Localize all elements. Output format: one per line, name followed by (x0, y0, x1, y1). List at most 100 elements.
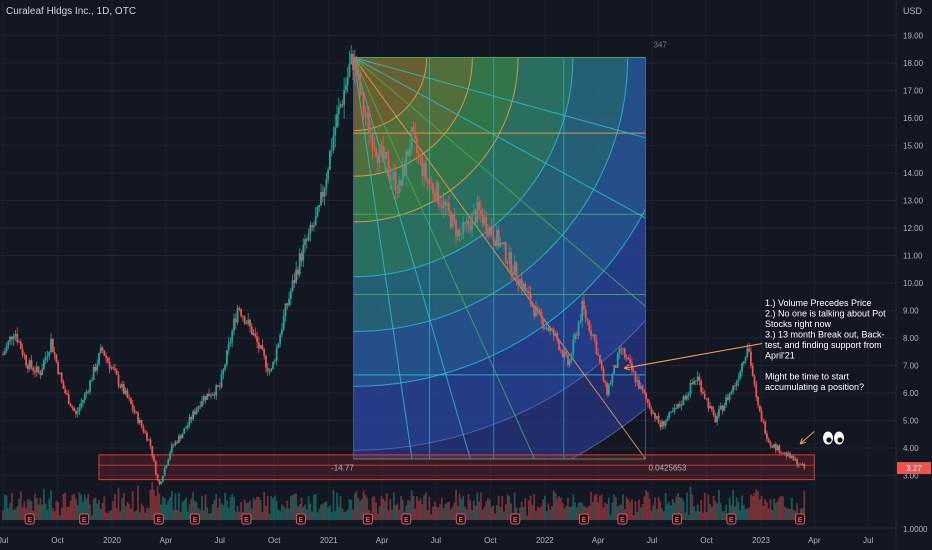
earnings-marker[interactable]: E (189, 513, 200, 525)
earnings-marker[interactable]: E (362, 513, 373, 525)
candle-body (321, 191, 324, 197)
volume-bar (456, 505, 459, 520)
price-tick-label: 12.00 (903, 224, 924, 233)
volume-bar (531, 505, 534, 520)
volume-bar (257, 496, 260, 520)
volume-bar (14, 508, 17, 520)
support-zone-box[interactable] (98, 454, 815, 481)
volume-bar (771, 510, 774, 520)
eye-pupil (837, 437, 843, 443)
candle-body (718, 409, 720, 417)
earnings-marker[interactable]: E (241, 513, 252, 525)
candle-body (112, 367, 115, 369)
candle-body (554, 333, 557, 336)
volume-bar (185, 497, 187, 520)
candle-body (485, 217, 488, 233)
earnings-marker[interactable]: E (455, 513, 466, 525)
volume-bar (387, 510, 390, 520)
volume-bar (609, 514, 612, 520)
volume-bar (37, 504, 40, 520)
fib-arcs (353, 57, 646, 459)
volume-bar (142, 506, 145, 520)
volume-bar (471, 510, 473, 520)
earnings-icon-letter: E (582, 517, 587, 524)
earnings-marker[interactable]: E (726, 513, 737, 525)
volume-bar (225, 500, 228, 520)
annotation-line: test, and finding support from (765, 340, 882, 350)
candle-body (519, 279, 521, 286)
annotation-arrow[interactable] (799, 431, 815, 445)
volume-bar (620, 504, 623, 520)
candle-body (590, 330, 592, 336)
candle-body (600, 362, 603, 369)
earnings-marker[interactable]: E (153, 513, 164, 525)
volume-bar (147, 508, 150, 520)
time-tick-label: Apr (808, 536, 821, 545)
candle-body (12, 336, 15, 340)
earnings-marker[interactable]: E (578, 513, 589, 525)
earnings-marker[interactable]: E (795, 513, 806, 525)
earnings-icon-letter: E (27, 517, 32, 524)
candle-body (483, 217, 486, 225)
candle-body (501, 242, 504, 245)
candle-body (455, 220, 457, 237)
volume-bar (16, 506, 19, 520)
candle-body (131, 404, 134, 410)
volume-bar (689, 486, 692, 520)
candle-body (272, 361, 274, 369)
candle-body (115, 370, 118, 375)
candle-body (375, 149, 378, 157)
time-tick-label: Oct (51, 536, 64, 545)
earnings-marker[interactable]: E (401, 513, 412, 525)
candle-body (506, 262, 509, 264)
candle-body (275, 347, 278, 361)
volume-bar (419, 498, 422, 520)
price-axis[interactable]: 1.0000 3.00 4.00 5.00 6.00 7.00 8.00 9.00 10.00 1… (895, 0, 931, 550)
annotation-arrow[interactable] (624, 343, 763, 369)
volume-bar (270, 496, 273, 520)
earnings-marker[interactable]: E (24, 513, 35, 525)
earnings-marker[interactable]: E (79, 513, 90, 525)
volume-bar (453, 502, 456, 520)
support-zone[interactable]: -14.77 0.0425653 (98, 454, 815, 481)
time-axis[interactable]: Jul Oct 2020 Apr Jul Oct 2021 Apr Jul Oct 2022 Apr J… (0, 527, 896, 545)
last-price-tag[interactable] (897, 462, 931, 475)
volume-bar (126, 501, 129, 520)
fib-fan-line (353, 57, 471, 460)
volume-bar (80, 494, 83, 520)
volume-bar (163, 497, 166, 520)
candle-body (19, 341, 22, 349)
volume-bar (222, 505, 225, 520)
candle-body (162, 475, 164, 482)
earnings-marker[interactable]: E (510, 513, 521, 525)
candle-body (277, 343, 280, 348)
candle-body (34, 370, 36, 373)
candle-body (440, 205, 443, 209)
candle-body (201, 400, 203, 407)
volume-bar (677, 493, 679, 520)
candle-body (623, 348, 626, 358)
earnings-marker[interactable]: E (295, 513, 306, 525)
volume-bar (561, 502, 564, 520)
candle-body (172, 444, 175, 446)
candle-body (151, 445, 154, 457)
volume-bar (519, 507, 521, 520)
earnings-marker[interactable]: E (617, 513, 628, 525)
volume-bar (46, 509, 49, 520)
volume-bar (739, 510, 742, 520)
volume-bar (224, 492, 227, 520)
candle-body (225, 350, 228, 365)
volume-bar (741, 495, 743, 520)
volume-bar (723, 511, 726, 520)
annotation-arrowhead (799, 438, 807, 445)
earnings-marker[interactable]: E (671, 513, 682, 525)
fib-speed-fan[interactable]: 347 (0, 0, 810, 514)
earnings-icon (726, 513, 737, 525)
fib-fan-line (353, 57, 646, 139)
volume-bar (314, 494, 317, 520)
candle-body (124, 390, 127, 394)
volume-bar (323, 502, 326, 520)
